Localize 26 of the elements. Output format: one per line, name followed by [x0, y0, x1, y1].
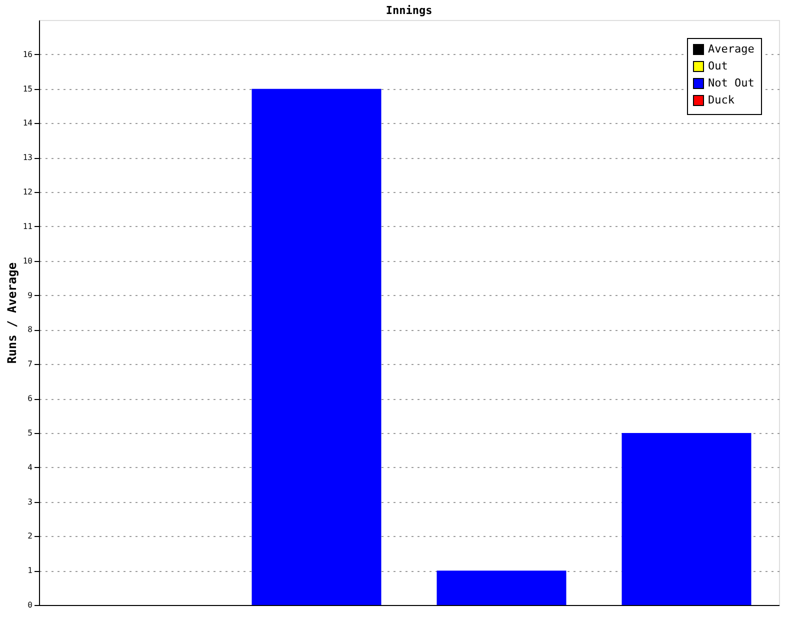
y-tick-label: 0	[28, 600, 33, 610]
y-axis-title: Runs / Average	[4, 262, 19, 364]
y-tick-label: 4	[28, 462, 33, 472]
legend-label: Not Out	[708, 76, 754, 90]
y-tick-label: 11	[22, 222, 33, 231]
y-tick-label: 9	[28, 290, 33, 300]
bar	[252, 88, 382, 605]
y-tick-label: 13	[22, 153, 33, 162]
y-tick-label: 2	[28, 532, 33, 541]
bar	[436, 570, 566, 605]
y-tick-label: 15	[22, 84, 33, 94]
y-tick-label: 5	[28, 428, 33, 438]
bar	[622, 432, 752, 605]
y-tick-label: 16	[22, 50, 33, 59]
y-tick-label: 8	[28, 325, 33, 334]
legend-label: Average	[708, 42, 754, 56]
y-tick-label: 10	[22, 256, 33, 266]
y-tick-label: 12	[22, 188, 33, 197]
legend-label: Duck	[708, 94, 735, 106]
y-tick-label: 14	[22, 118, 33, 128]
y-tick-label: 7	[28, 360, 33, 369]
y-tick-label: 3	[28, 497, 33, 506]
chart-title: Innings	[386, 4, 432, 17]
y-tick-label: 6	[28, 394, 33, 404]
y-tick-label: 1	[28, 566, 33, 576]
legend-label: Out	[708, 60, 728, 72]
